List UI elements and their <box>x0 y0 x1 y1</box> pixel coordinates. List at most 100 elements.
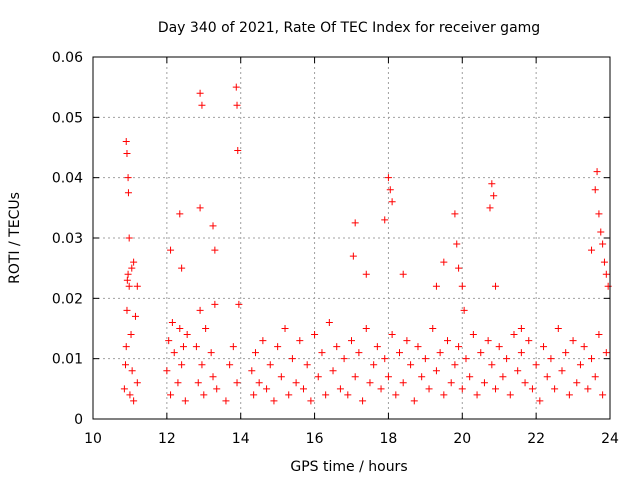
data-point <box>226 361 234 369</box>
data-point <box>399 270 407 278</box>
data-point <box>565 391 573 399</box>
data-point <box>181 397 189 405</box>
data-point <box>414 343 422 351</box>
chart-title: Day 340 of 2021, Rate Of TEC Index for r… <box>158 20 540 36</box>
data-point <box>351 219 359 227</box>
data-point <box>396 349 404 357</box>
data-point <box>388 198 396 206</box>
data-point <box>325 318 333 326</box>
data-point <box>532 361 540 369</box>
data-point <box>196 89 204 97</box>
data-point <box>451 361 459 369</box>
data-point <box>270 397 278 405</box>
data-point <box>209 373 217 381</box>
y-tick-label: 0 <box>74 412 83 428</box>
data-point <box>573 379 581 387</box>
data-point <box>285 391 293 399</box>
data-point <box>211 246 219 254</box>
data-points <box>120 83 612 405</box>
data-point <box>595 210 603 218</box>
data-point <box>580 343 588 351</box>
data-point <box>432 367 440 375</box>
x-tick-label: 12 <box>158 431 176 447</box>
data-point <box>597 228 605 236</box>
data-point <box>176 325 184 332</box>
data-point <box>495 343 503 351</box>
x-tick-label: 16 <box>306 431 324 447</box>
data-point <box>124 189 132 197</box>
data-point <box>421 355 429 363</box>
x-tick-label: 20 <box>453 431 471 447</box>
data-point <box>492 385 500 393</box>
data-point <box>510 331 518 339</box>
data-point <box>554 325 562 332</box>
data-point <box>344 391 352 399</box>
data-point <box>333 343 341 351</box>
data-point <box>514 367 522 375</box>
y-tick-label: 0.03 <box>52 231 83 247</box>
data-point <box>120 385 128 393</box>
data-point <box>440 258 448 266</box>
data-point <box>444 337 452 345</box>
data-point <box>277 373 285 381</box>
data-point <box>198 361 206 369</box>
data-point <box>377 385 385 393</box>
data-point <box>447 379 455 387</box>
data-point <box>588 355 596 363</box>
data-point <box>183 331 191 339</box>
data-point <box>432 282 440 290</box>
data-point <box>506 391 514 399</box>
data-point <box>362 270 370 278</box>
data-point <box>410 397 418 405</box>
data-point <box>517 349 525 357</box>
data-point <box>351 373 359 381</box>
data-point <box>584 385 592 393</box>
data-point <box>604 282 612 290</box>
data-point <box>299 385 307 393</box>
data-point <box>458 385 466 393</box>
data-point <box>318 349 326 357</box>
data-point <box>167 391 175 399</box>
data-point <box>124 270 132 278</box>
data-point <box>250 391 258 399</box>
data-point <box>488 180 496 188</box>
data-point <box>127 331 135 339</box>
data-point <box>359 397 367 405</box>
data-point <box>418 373 426 381</box>
data-point <box>130 397 138 405</box>
data-point <box>373 343 381 351</box>
data-point <box>194 379 202 387</box>
data-point <box>543 373 551 381</box>
data-point <box>466 373 474 381</box>
data-point <box>248 367 256 375</box>
data-point <box>591 373 599 381</box>
data-point <box>174 379 182 387</box>
data-point <box>229 343 237 351</box>
data-point <box>480 379 488 387</box>
data-point <box>292 379 300 387</box>
x-tick-label: 24 <box>601 431 619 447</box>
data-point <box>599 240 607 248</box>
data-point <box>211 300 219 308</box>
data-point <box>588 246 596 254</box>
data-point <box>133 379 141 387</box>
data-point <box>366 379 374 387</box>
data-point <box>128 264 136 272</box>
data-point <box>591 186 599 194</box>
data-point <box>196 204 204 212</box>
data-point <box>311 331 319 339</box>
y-tick-label: 0.02 <box>52 291 83 307</box>
data-point <box>593 168 601 176</box>
data-point <box>455 343 463 351</box>
data-point <box>336 385 344 393</box>
data-point <box>453 240 461 248</box>
data-point <box>131 312 139 320</box>
data-point <box>349 252 357 260</box>
data-point <box>477 349 485 357</box>
data-point <box>355 349 363 357</box>
x-tick-label: 10 <box>84 431 102 447</box>
y-axis-label: ROTI / TECUs <box>7 192 23 284</box>
x-axis-label: GPS time / hours <box>290 459 407 475</box>
x-tick-label: 14 <box>232 431 250 447</box>
